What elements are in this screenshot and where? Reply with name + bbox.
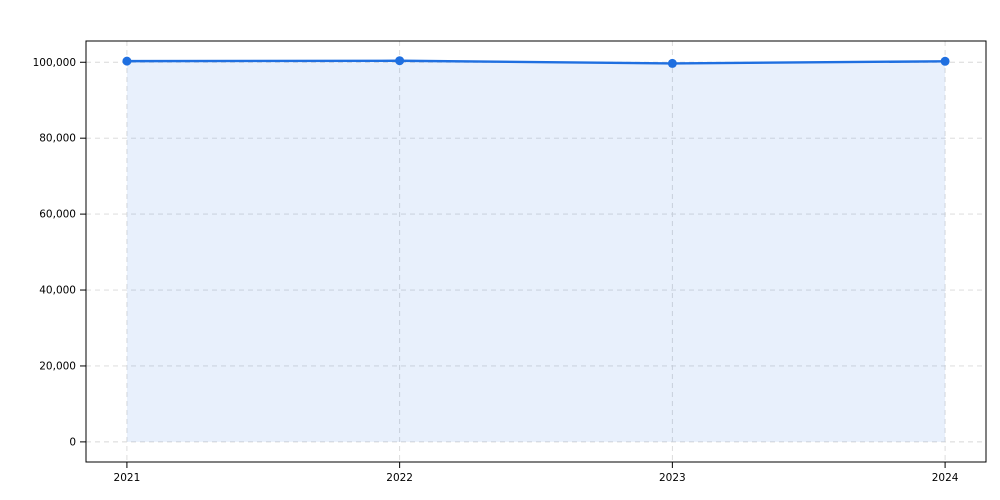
series-area-fill: [126, 60, 946, 442]
y-tick-label: 20,000: [39, 360, 76, 372]
x-tick-label: 2022: [386, 472, 413, 484]
x-tick-label: 2024: [932, 472, 959, 484]
y-tick-label: 60,000: [39, 209, 76, 221]
y-tick-label: 40,000: [39, 285, 76, 297]
plot-border: [85, 40, 987, 463]
x-tick-label: 2023: [659, 472, 686, 484]
data-point-marker: [122, 56, 132, 66]
y-tick-label: 80,000: [39, 133, 76, 145]
x-tick-label: 2021: [114, 472, 141, 484]
data-point-marker: [667, 58, 677, 68]
y-tick-label: 100,000: [33, 57, 76, 69]
data-point-marker: [395, 56, 405, 66]
plot-background: [86, 41, 986, 462]
y-tick-label: 0: [69, 436, 76, 448]
series-line: [125, 59, 947, 65]
data-point-marker: [940, 56, 950, 66]
